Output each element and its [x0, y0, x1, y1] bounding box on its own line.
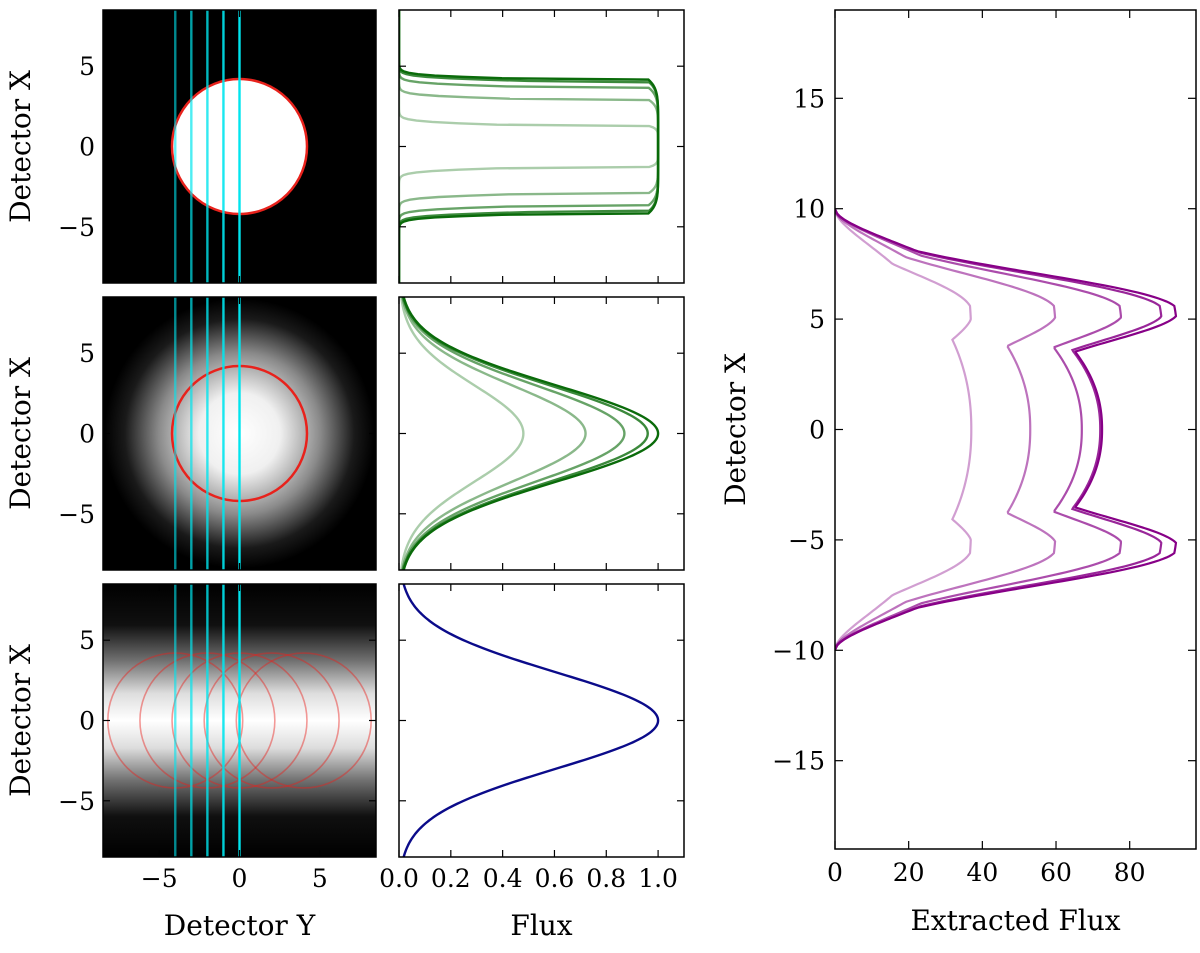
tick-label: 0 — [79, 133, 95, 162]
tick-label: 80 — [1114, 858, 1146, 887]
tick-label: 0.2 — [431, 864, 471, 893]
tick-label: 1.0 — [638, 864, 678, 893]
profile-curve — [401, 297, 587, 570]
image-2-slits — [174, 297, 241, 570]
tick-label: 40 — [966, 858, 998, 887]
profile-curve — [399, 10, 660, 283]
extracted-flux-panel — [834, 9, 1197, 850]
extracted-curve — [835, 208, 1178, 651]
image-panel-2 — [102, 296, 377, 571]
profile-curve — [401, 297, 626, 570]
tick-label: 5 — [312, 864, 328, 893]
tick-label: 10 — [793, 195, 825, 224]
image-1-slits — [174, 10, 241, 283]
tick-label: −5 — [58, 787, 95, 816]
profile-curve — [400, 297, 525, 570]
ylabel-row-1: Detector X — [4, 70, 37, 223]
image-3-slits — [174, 584, 241, 857]
tick-label: 20 — [893, 858, 925, 887]
xlabel-detector-y: Detector Y — [164, 909, 316, 942]
profile-curve — [399, 10, 660, 283]
profile-curve — [399, 10, 660, 283]
xlabel-flux: Flux — [510, 909, 572, 942]
profile-panel-2 — [398, 296, 685, 571]
image-panel-3 — [102, 583, 377, 858]
tick-label: −5 — [141, 864, 178, 893]
tick-label: 5 — [79, 626, 95, 655]
extracted-curve — [835, 208, 1123, 651]
tick-label: 60 — [1040, 858, 1072, 887]
tick-label: 0 — [827, 858, 843, 887]
extracted-curve — [835, 208, 1163, 651]
tick-label: −5 — [58, 500, 95, 529]
profile-curve — [402, 297, 649, 570]
tick-label: 0 — [79, 707, 95, 736]
extracted-curve — [835, 208, 973, 651]
xlabel-extracted-flux: Extracted Flux — [910, 904, 1120, 937]
profile-panel-3 — [398, 583, 685, 858]
tick-label: 0 — [232, 864, 248, 893]
ylabel-row-3: Detector X — [4, 644, 37, 797]
tick-label: 0 — [79, 420, 95, 449]
tick-label: −15 — [772, 747, 825, 776]
tick-label: −5 — [788, 526, 825, 555]
tick-label: 0.4 — [483, 864, 523, 893]
aperture-circle — [203, 652, 340, 789]
extracted-curve — [835, 208, 1057, 651]
tick-label: 0.6 — [535, 864, 575, 893]
tick-label: 0 — [809, 416, 825, 445]
tick-label: 0.8 — [586, 864, 626, 893]
tick-label: −10 — [772, 636, 825, 665]
tick-label: 0.0 — [379, 864, 419, 893]
image-panel-1 — [102, 9, 377, 284]
profile-curve — [402, 584, 660, 857]
tick-label: −5 — [58, 213, 95, 242]
tick-label: 5 — [79, 52, 95, 81]
ylabel-extracted: Detector X — [719, 353, 752, 506]
tick-label: 5 — [809, 305, 825, 334]
profile-panel-1 — [398, 9, 685, 284]
tick-label: 15 — [793, 84, 825, 113]
tick-label: 5 — [79, 339, 95, 368]
axis-ticks: −5 0 5 −5 0 5 −5 0 5 −5 0 5 0.0 0.2 0.4 0.6 0.8 1.0 −15 −10… — [58, 10, 1196, 893]
ylabel-row-2: Detector X — [4, 357, 37, 510]
